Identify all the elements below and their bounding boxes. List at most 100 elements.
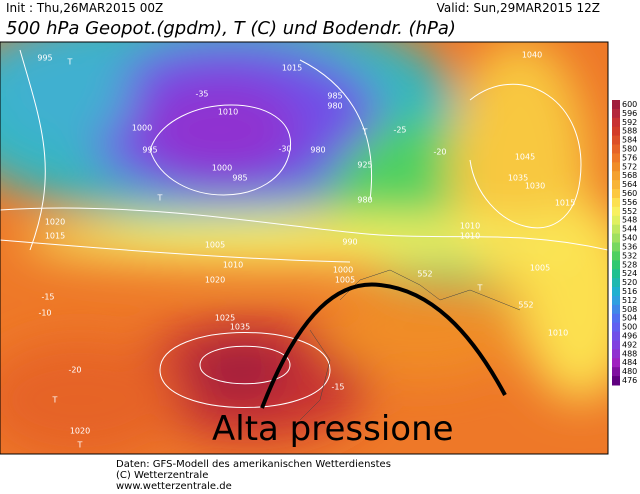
legend-swatch	[612, 376, 620, 386]
legend-label: 592	[622, 118, 637, 127]
isoline-label: 552	[417, 270, 432, 279]
map-area: Alta pressione	[0, 42, 608, 454]
legend-label: 488	[622, 349, 637, 358]
legend-label: 536	[622, 242, 637, 251]
isoline-label: 1010	[460, 232, 480, 241]
isoline-label: 1040	[522, 51, 542, 60]
legend-swatch	[612, 278, 620, 288]
legend-swatch	[612, 251, 620, 261]
legend-swatch	[612, 100, 620, 110]
legend-label: 524	[622, 269, 637, 278]
legend-swatch	[612, 135, 620, 146]
legend-label: 520	[622, 278, 637, 287]
isoline-label: -20	[68, 366, 81, 375]
isoline-label: -30	[278, 145, 291, 154]
legend-swatch	[612, 242, 620, 252]
legend-label: 580	[622, 144, 637, 153]
legend-swatch	[612, 260, 620, 270]
legend-label: 508	[622, 305, 637, 314]
isoline-label: 980	[310, 146, 325, 155]
legend-label: 516	[622, 287, 637, 296]
isoline-label: 552	[518, 301, 533, 310]
isoline-label: 995	[37, 54, 52, 63]
isoline-label: 1020	[205, 276, 225, 285]
low-marker: T	[477, 284, 483, 293]
isoline-label: 1000	[132, 124, 152, 133]
isoline-label: 980	[327, 102, 342, 111]
legend-label: 560	[622, 189, 637, 198]
legend-swatch	[612, 331, 620, 341]
valid-time: Valid: Sun,29MAR2015 12Z	[437, 1, 600, 15]
isoline-label: 1010	[218, 108, 238, 117]
legend-swatch	[612, 367, 620, 377]
legend-swatch	[612, 180, 620, 190]
isoline-label: 925	[357, 161, 372, 170]
legend-label: 476	[622, 376, 637, 385]
legend-label: 564	[622, 180, 637, 189]
map-title: 500 hPa Geopot.(gpdm), T (C) und Bodendr…	[6, 18, 456, 39]
legend-swatch	[612, 233, 620, 243]
legend-label: 480	[622, 367, 637, 376]
isoline-label: 1005	[205, 241, 225, 250]
legend-swatch	[612, 358, 620, 368]
legend-label: 492	[622, 340, 637, 349]
isoline-label: 1015	[282, 64, 302, 73]
isoline-label: 1000	[212, 164, 232, 173]
init-time: Init : Thu,26MAR2015 00Z	[6, 1, 163, 15]
isoline-label: 985	[232, 174, 247, 183]
legend-label: 532	[622, 251, 637, 260]
legend-swatch	[612, 349, 620, 359]
legend-swatch	[612, 322, 620, 333]
low-marker: T	[67, 58, 73, 67]
legend-swatch	[612, 287, 620, 297]
footer-line: Daten: GFS-Modell des amerikanischen Wet…	[116, 459, 391, 470]
legend-label: 568	[622, 171, 637, 180]
legend-swatch	[612, 108, 620, 119]
legend-swatch	[612, 215, 620, 226]
legend-label: 484	[622, 358, 637, 367]
footer-line: (C) Wetterzentrale	[116, 470, 208, 481]
legend-swatch	[612, 340, 620, 350]
legend-swatch	[612, 153, 620, 163]
isoline-label: 995	[142, 146, 157, 155]
legend-swatch	[612, 189, 620, 199]
map-frame	[0, 41, 609, 455]
legend-swatch	[612, 162, 620, 172]
legend-swatch	[612, 206, 620, 217]
isoline-label: 1020	[45, 218, 65, 227]
legend-label: 544	[622, 225, 637, 234]
isoline-label: 1010	[223, 261, 243, 270]
legend-label: 552	[622, 207, 637, 216]
isoline-label: 1020	[70, 427, 90, 436]
legend-label: 588	[622, 127, 637, 136]
isoline-label: 1015	[555, 199, 575, 208]
legend-label: 556	[622, 198, 637, 207]
isoline-label: 1035	[230, 323, 250, 332]
isoline-label: 1005	[530, 264, 550, 273]
legend-label: 496	[622, 332, 637, 341]
legend-label: 540	[622, 234, 637, 243]
legend-swatch	[612, 304, 620, 315]
legend-label: 500	[622, 323, 637, 332]
legend-swatch	[612, 313, 620, 324]
isoline-label: 1045	[515, 153, 535, 162]
high-pressure-arc	[260, 282, 507, 409]
isoline-label: -15	[41, 293, 54, 302]
legend-swatch	[612, 269, 620, 279]
legend-label: 548	[622, 216, 637, 225]
isoline-label: 1005	[335, 276, 355, 285]
isoline-label: 1025	[215, 314, 235, 323]
low-marker: T	[157, 194, 163, 203]
legend-swatch	[612, 171, 620, 181]
isoline-label: 1035	[508, 174, 528, 183]
legend-label: 600	[622, 100, 637, 109]
legend-swatch	[612, 144, 620, 154]
legend-label: 512	[622, 296, 637, 305]
isoline-label: 1000	[333, 266, 353, 275]
legend-swatch	[612, 197, 620, 208]
legend-swatch	[612, 295, 620, 306]
isoline-label: -10	[38, 309, 51, 318]
isoline-label: 980	[357, 196, 372, 205]
legend-label: 596	[622, 109, 637, 118]
low-marker: T	[77, 441, 83, 450]
